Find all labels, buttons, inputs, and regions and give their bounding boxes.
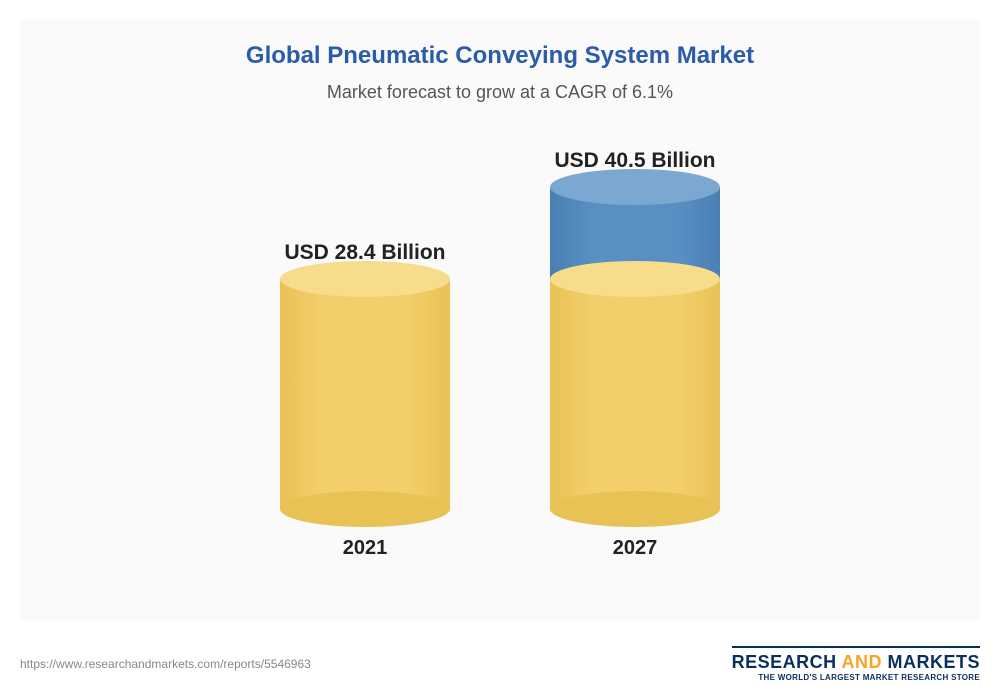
cylinder-segment <box>550 279 720 509</box>
year-label: 2021 <box>343 537 388 560</box>
cylinder <box>280 279 450 509</box>
cylinder-bottom <box>550 491 720 527</box>
logo: RESEARCH AND MARKETS THE WORLD'S LARGEST… <box>732 646 980 682</box>
logo-word-research: RESEARCH <box>732 652 837 672</box>
cylinder-top <box>550 169 720 205</box>
logo-divider <box>732 646 980 648</box>
logo-text: RESEARCH AND MARKETS <box>732 652 980 673</box>
logo-word-markets: MARKETS <box>888 652 981 672</box>
chart-area: Global Pneumatic Conveying System Market… <box>20 20 980 620</box>
cylinder <box>550 187 720 509</box>
logo-tagline: THE WORLD'S LARGEST MARKET RESEARCH STOR… <box>732 673 980 682</box>
year-label: 2027 <box>613 537 658 560</box>
cylinder-container: USD 28.4 Billion2021 USD 40.5 Billion2027 <box>20 149 980 560</box>
cylinder-top <box>550 261 720 297</box>
chart-title: Global Pneumatic Conveying System Market <box>20 20 980 70</box>
cylinder-group: USD 28.4 Billion2021 <box>280 241 450 560</box>
cylinder-top <box>280 261 450 297</box>
cylinder-bottom <box>280 491 450 527</box>
chart-subtitle: Market forecast to grow at a CAGR of 6.1… <box>20 70 980 103</box>
logo-word-and: AND <box>841 652 882 672</box>
cylinder-group: USD 40.5 Billion2027 <box>550 149 720 560</box>
cylinder-segment <box>280 279 450 509</box>
source-url: https://www.researchandmarkets.com/repor… <box>20 657 311 671</box>
footer: https://www.researchandmarkets.com/repor… <box>0 641 1000 687</box>
